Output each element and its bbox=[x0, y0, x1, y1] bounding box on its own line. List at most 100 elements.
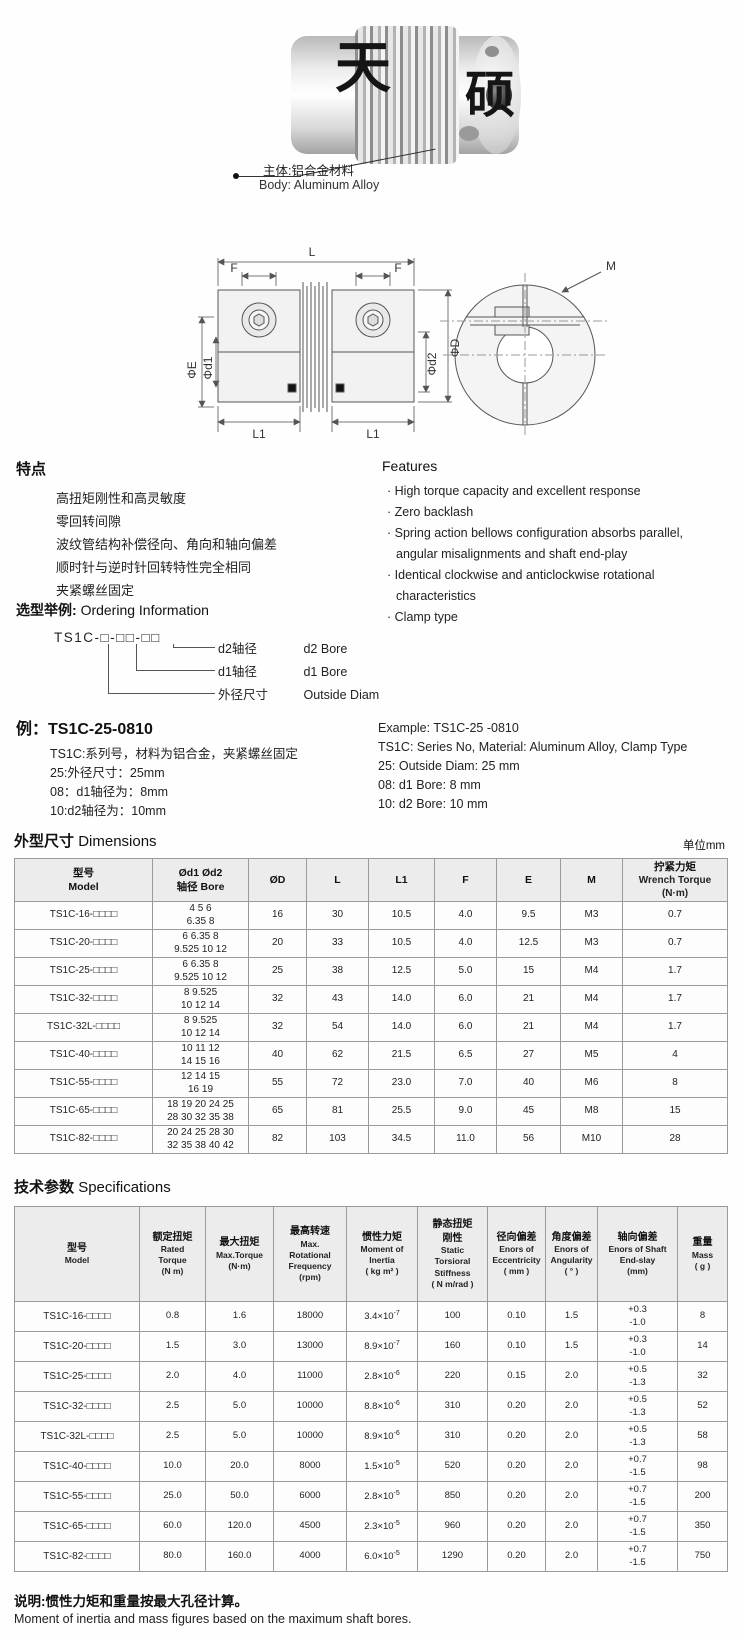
table-row: TS1C-16-□□□□ 0.8 1.6 18000 3.4×10-7 100 0.10 1.… bbox=[14, 1301, 728, 1332]
cell-torque: 1.7 bbox=[622, 1013, 728, 1043]
column-header: 最大扭矩 Max.Torque (N·m) bbox=[205, 1206, 274, 1302]
cell-bore: 10 11 12 14 15 16 bbox=[152, 1041, 249, 1071]
dim-label-L1: L1 bbox=[366, 427, 380, 441]
dim-label-L1: L1 bbox=[252, 427, 266, 441]
cell-rated: 1.5 bbox=[139, 1331, 206, 1362]
cell-bore: 18 19 20 24 25 28 30 32 35 38 bbox=[152, 1097, 249, 1127]
column-header: 轴向偏差 Enors of Shaft End-slay (mm) bbox=[597, 1206, 678, 1302]
cell-F: 5.0 bbox=[434, 957, 497, 987]
cell-stiffness: 1290 bbox=[417, 1541, 488, 1572]
features-en: Features High torque capacity and excell… bbox=[382, 458, 728, 628]
cell-bore: 6 6.35 8 9.525 10 12 bbox=[152, 929, 249, 959]
cell-mass: 98 bbox=[677, 1451, 728, 1482]
ordering-legend-od: 外径尺寸 Outside Diam bbox=[218, 684, 379, 703]
column-header: 重量 Mass( g ) bbox=[677, 1206, 728, 1302]
table-row: TS1C-25-□□□□ 2.0 4.0 11000 2.8×10-6 220 0.15 2.… bbox=[14, 1361, 728, 1392]
cell-rated: 2.5 bbox=[139, 1391, 206, 1422]
cell-max: 5.0 bbox=[205, 1391, 274, 1422]
cell-E: 40 bbox=[496, 1069, 561, 1099]
cell-stiffness: 960 bbox=[417, 1511, 488, 1542]
cell-ang: 2.0 bbox=[545, 1511, 598, 1542]
cell-axial: +0.3 -1.0 bbox=[597, 1301, 678, 1332]
cell-stiffness: 520 bbox=[417, 1451, 488, 1482]
cell-rated: 10.0 bbox=[139, 1451, 206, 1482]
cell-mass: 750 bbox=[677, 1541, 728, 1572]
features-cn: 特点 高扭矩刚性和高灵敏度 零回转间隙 波纹管结构补偿径向、角向和轴向偏差 顺时针与逆… bbox=[16, 458, 382, 628]
cell-rpm: 10000 bbox=[273, 1421, 347, 1452]
cell-F: 4.0 bbox=[434, 901, 497, 931]
cell-E: 45 bbox=[496, 1097, 561, 1127]
example-en: Example: TS1C-25 -0810 TS1C: Series No, M… bbox=[378, 715, 728, 821]
cell-axial: +0.7 -1.5 bbox=[597, 1541, 678, 1572]
example-line-cn: 10:d2轴径为：10mm bbox=[50, 804, 167, 818]
cell-bore: 6 6.35 8 9.525 10 12 bbox=[152, 957, 249, 987]
ordering-legend-d1: d1轴径 d1 Bore bbox=[218, 661, 347, 680]
cell-ecc: 0.10 bbox=[487, 1331, 546, 1362]
example-line-cn: 08：d1轴径为：8mm bbox=[50, 785, 169, 799]
table-row: TS1C-55-□□□□ 12 14 15 16 19 55 72 23.0 7.0 40 M6… bbox=[14, 1069, 728, 1099]
dim-label-L: L bbox=[309, 245, 316, 259]
example-line-en: Example: TS1C-25 -0810 bbox=[378, 721, 519, 735]
specifications-table-header: 型号 Model 额定扭矩 Rated Torque (N m) 最大扭矩 Max.Torqu… bbox=[14, 1206, 728, 1302]
dim-label-F: F bbox=[394, 261, 401, 275]
cell-E: 21 bbox=[496, 1013, 561, 1043]
cell-inertia: 3.4×10-7 bbox=[346, 1301, 418, 1332]
dim-label-D: ΦD bbox=[448, 339, 462, 358]
screw-hole bbox=[459, 126, 479, 141]
cell-axial: +0.3 -1.0 bbox=[597, 1331, 678, 1362]
cell-L1: 23.0 bbox=[368, 1069, 435, 1099]
cell-max: 3.0 bbox=[205, 1331, 274, 1362]
table-row: TS1C-82-□□□□ 20 24 25 28 30 32 35 38 40 42… bbox=[14, 1125, 728, 1155]
column-header: 型号 Model bbox=[14, 857, 153, 903]
cell-mass: 200 bbox=[677, 1481, 728, 1512]
dimensions-table: 型号 Model Ød1 Ød2 轴径 Bore ØD L L1 F E M 拧紧力矩 Wrench … bbox=[14, 857, 728, 1155]
cell-model: TS1C-40-□□□□ bbox=[14, 1041, 153, 1071]
example-lines-cn: TS1C:系列号，材料为铝合金，夹紧螺丝固定 25:外径尺寸：25mm 08：d1轴… bbox=[16, 745, 378, 821]
feature-item-en: High torque capacity and excellent respo… bbox=[382, 481, 728, 502]
callout-dot bbox=[233, 173, 239, 179]
ordering-title-en: Ordering Information bbox=[80, 602, 209, 618]
cell-mass: 350 bbox=[677, 1511, 728, 1542]
cell-inertia: 8.9×10-7 bbox=[346, 1331, 418, 1362]
feature-item-cn: 夹紧螺丝固定 bbox=[56, 583, 135, 598]
cell-model: TS1C-32L-□□□□ bbox=[14, 1013, 153, 1043]
feature-item-cn: 零回转间隙 bbox=[56, 514, 122, 529]
cell-axial: +0.7 -1.5 bbox=[597, 1511, 678, 1542]
column-header: ØD bbox=[248, 857, 307, 903]
cell-L1: 21.5 bbox=[368, 1041, 435, 1071]
cell-rpm: 11000 bbox=[273, 1361, 347, 1392]
feature-item-cn: 顺时针与逆时针回转特性完全相同 bbox=[56, 560, 252, 575]
cell-M: M10 bbox=[560, 1125, 623, 1155]
cell-ang: 2.0 bbox=[545, 1421, 598, 1452]
cell-M: M4 bbox=[560, 957, 623, 987]
table-row: TS1C-32L-□□□□ 8 9.525 10 12 14 32 54 14.0 6.0 2… bbox=[14, 1013, 728, 1043]
cell-mass: 14 bbox=[677, 1331, 728, 1362]
cell-model: TS1C-65-□□□□ bbox=[14, 1097, 153, 1127]
cell-M: M5 bbox=[560, 1041, 623, 1071]
column-header: M bbox=[560, 857, 623, 903]
table-row: TS1C-20-□□□□ 1.5 3.0 13000 8.9×10-7 160 0.10 1.… bbox=[14, 1331, 728, 1362]
cell-mass: 32 bbox=[677, 1361, 728, 1392]
cell-bore: 8 9.525 10 12 14 bbox=[152, 1013, 249, 1043]
cell-inertia: 6.0×10-5 bbox=[346, 1541, 418, 1572]
example-lines-en: Example: TS1C-25 -0810 TS1C: Series No, M… bbox=[378, 719, 728, 814]
cell-rpm: 18000 bbox=[273, 1301, 347, 1332]
cell-L: 54 bbox=[306, 1013, 369, 1043]
cell-L: 62 bbox=[306, 1041, 369, 1071]
dimensions-table-body: TS1C-16-□□□□ 4 5 6 6.35 8 16 30 10.5 4.0 9.5 M3 0… bbox=[14, 901, 728, 1155]
cell-L1: 14.0 bbox=[368, 1013, 435, 1043]
example-line-en: TS1C: Series No, Material: Aluminum Allo… bbox=[378, 740, 688, 754]
cell-E: 56 bbox=[496, 1125, 561, 1155]
column-header: 拧紧力矩 Wrench Torque (N·m) bbox=[622, 857, 728, 903]
cell-M: M4 bbox=[560, 985, 623, 1015]
column-header: 额定扭矩 Rated Torque (N m) bbox=[139, 1206, 206, 1302]
cell-ang: 2.0 bbox=[545, 1361, 598, 1392]
feature-item-en: Identical clockwise and anticlockwise ro… bbox=[382, 565, 728, 607]
column-header: 型号 Model bbox=[14, 1206, 140, 1302]
table-row: TS1C-82-□□□□ 80.0 160.0 4000 6.0×10-5 1290 0.2… bbox=[14, 1541, 728, 1572]
legend-en: Outside Diam bbox=[303, 688, 380, 702]
dim-label-F: F bbox=[230, 261, 237, 275]
cell-E: 12.5 bbox=[496, 929, 561, 959]
technical-drawing: L F F ΦE Φd1 Φd2 ΦD L1 L1 M bbox=[185, 245, 616, 441]
cell-ang: 1.5 bbox=[545, 1301, 598, 1332]
